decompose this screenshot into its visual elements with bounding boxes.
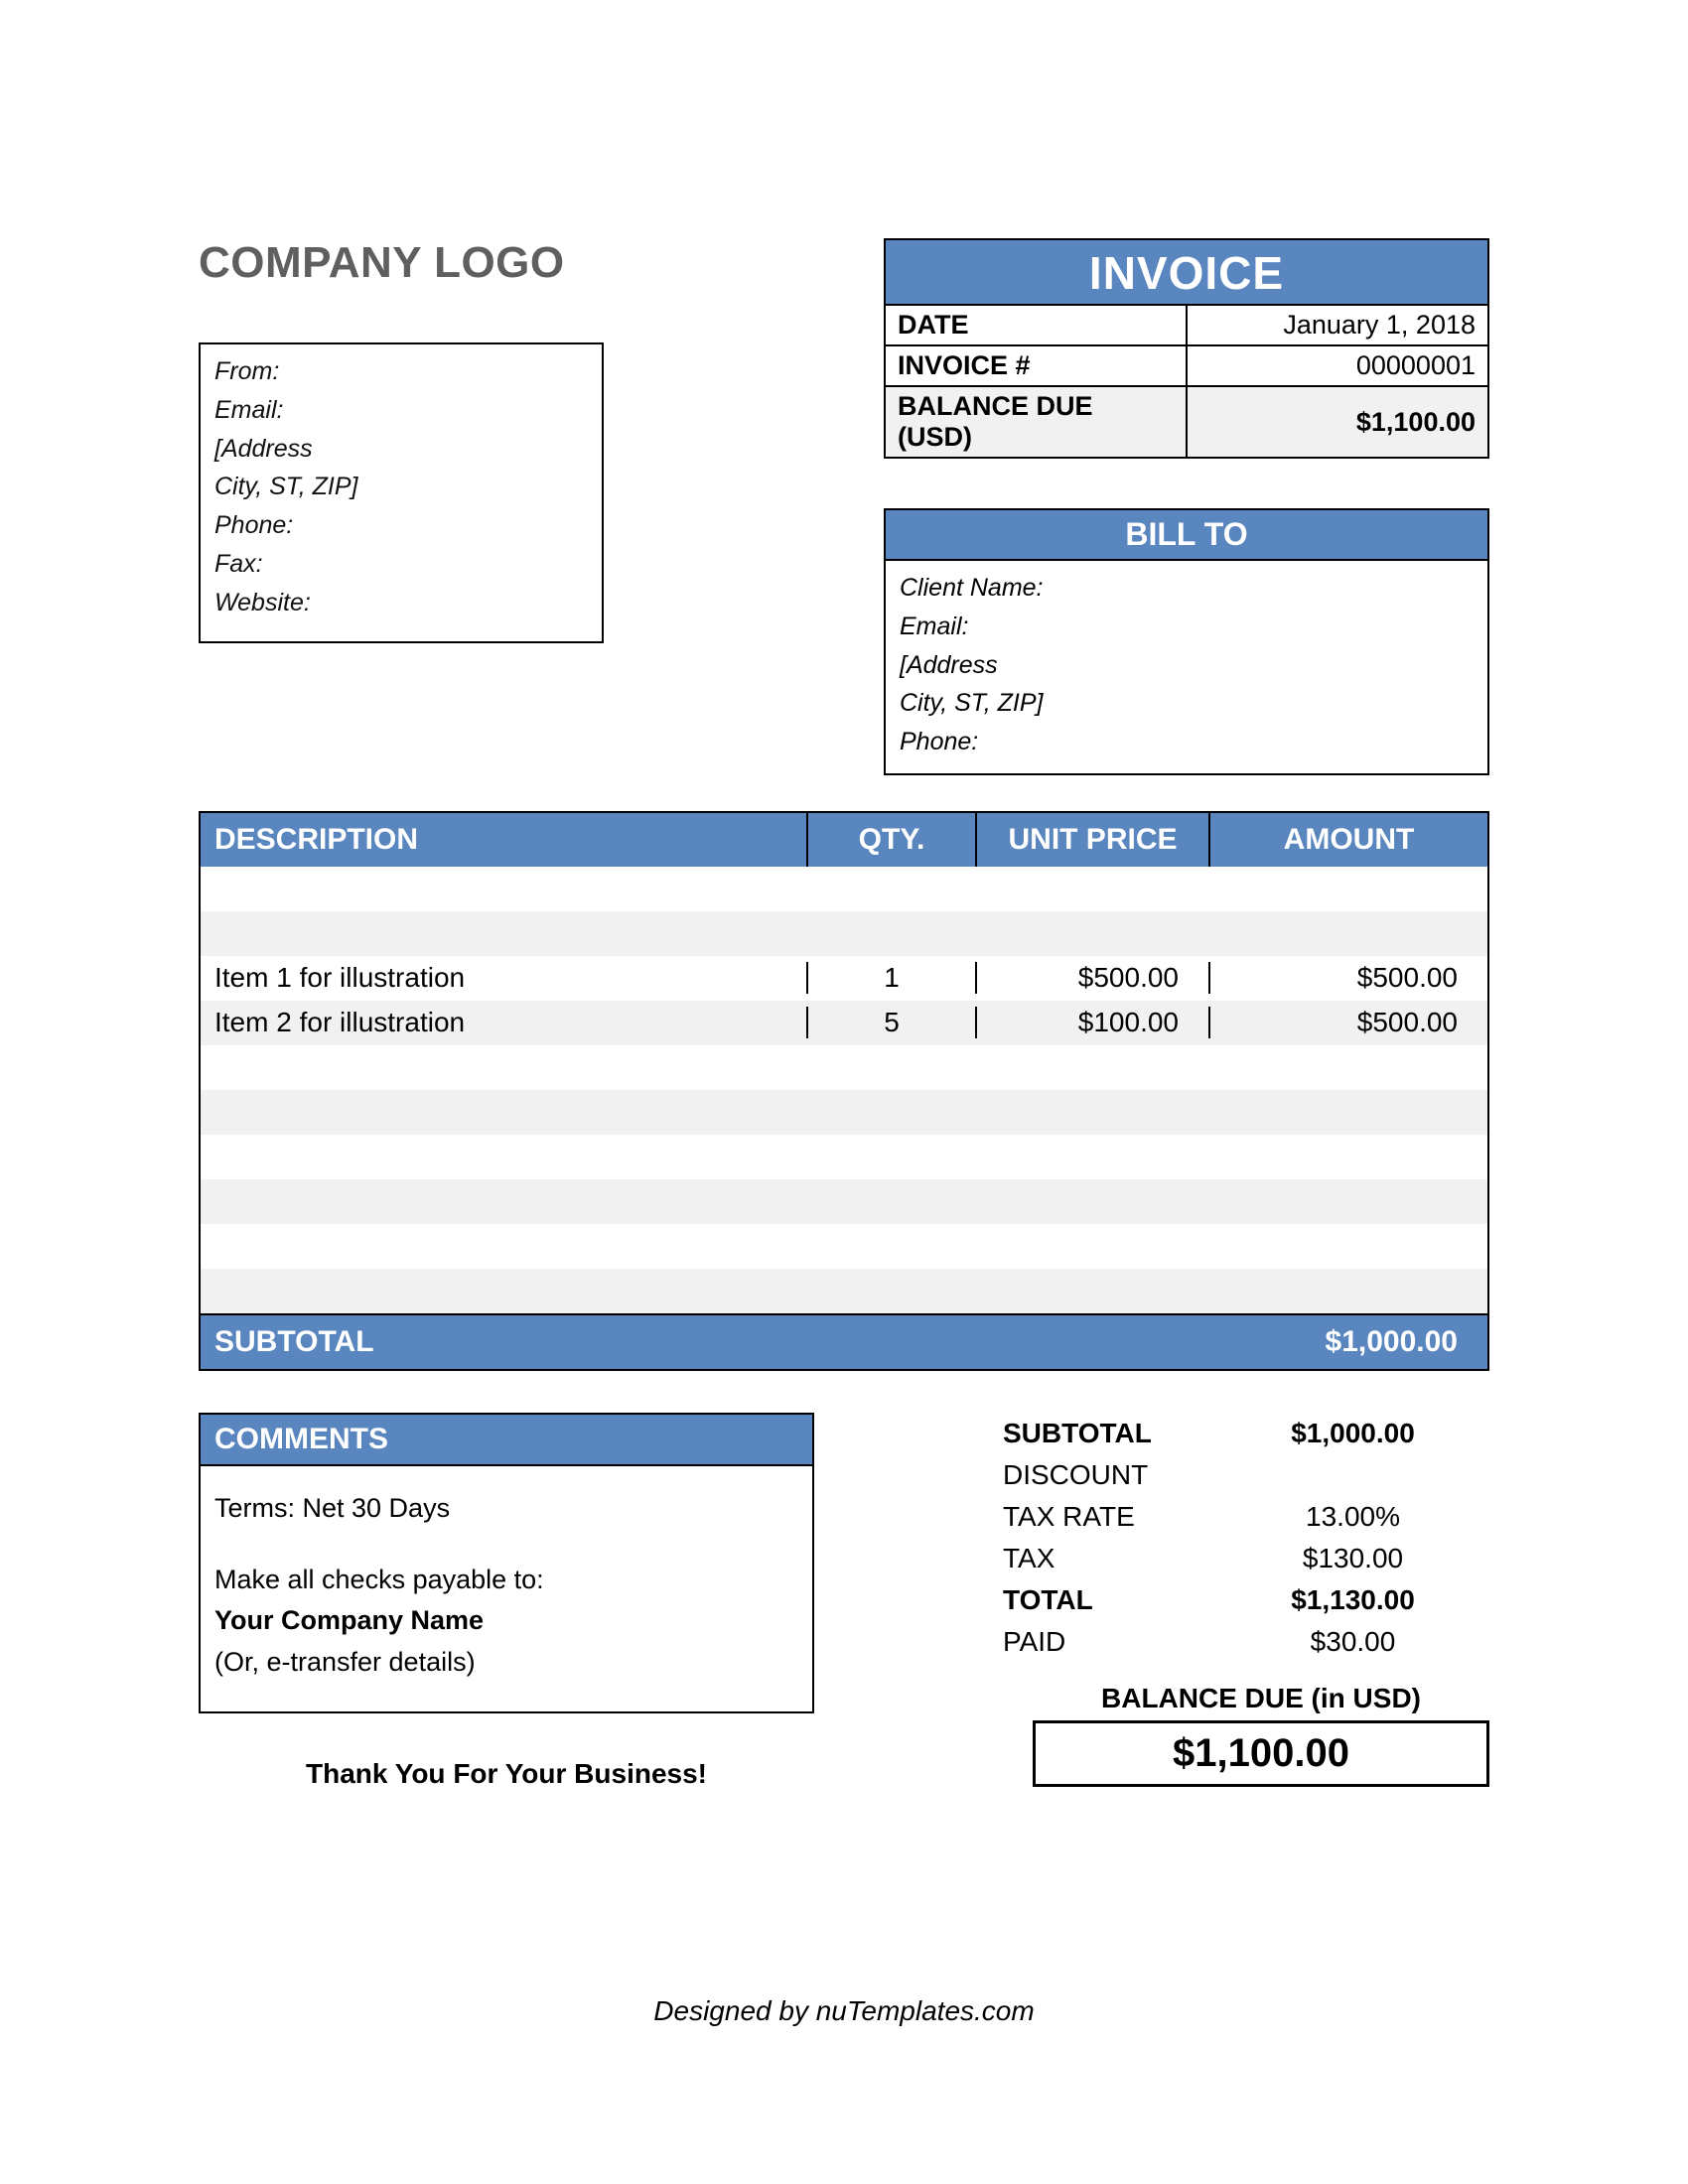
cell-unit-price: $100.00 — [975, 1007, 1208, 1038]
payable-company: Your Company Name — [214, 1600, 798, 1642]
table-row — [201, 867, 1487, 911]
invoice-meta-table: DATE January 1, 2018 INVOICE # 00000001 … — [884, 304, 1489, 459]
balance-due-label: BALANCE DUE (USD) — [885, 386, 1187, 458]
totals-tax-label: TAX — [1003, 1538, 1216, 1579]
totals-total: TOTAL $1,130.00 — [1003, 1579, 1489, 1621]
header-description: DESCRIPTION — [201, 813, 806, 867]
totals-taxrate-label: TAX RATE — [1003, 1496, 1216, 1538]
totals-tax: TAX $130.00 — [1003, 1538, 1489, 1579]
top-left: COMPANY LOGO From: Email: [Address City,… — [199, 238, 834, 775]
totals-total-value: $1,130.00 — [1216, 1579, 1489, 1621]
totals-discount-label: DISCOUNT — [1003, 1454, 1216, 1496]
cell-amount: $500.00 — [1208, 962, 1487, 994]
cell-amount: $500.00 — [1208, 1007, 1487, 1038]
header-amount: AMOUNT — [1208, 813, 1487, 867]
comments-box: Terms: Net 30 Days Make all checks payab… — [199, 1466, 814, 1713]
totals-paid-label: PAID — [1003, 1621, 1216, 1663]
meta-row: BALANCE DUE (USD) $1,100.00 — [885, 386, 1488, 458]
items-body: Item 1 for illustration1$500.00$500.00It… — [201, 867, 1487, 1313]
bill-to-title: BILL TO — [884, 508, 1489, 559]
totals-taxrate: TAX RATE 13.00% — [1003, 1496, 1489, 1538]
footer-credit: Designed by nuTemplates.com — [0, 1995, 1688, 2027]
top-section: COMPANY LOGO From: Email: [Address City,… — [199, 238, 1489, 775]
items-subtotal-bar: SUBTOTAL $1,000.00 — [201, 1313, 1487, 1369]
totals-total-label: TOTAL — [1003, 1579, 1216, 1621]
payable-intro: Make all checks payable to: — [214, 1560, 798, 1601]
balance-due-value: $1,100.00 — [1187, 386, 1488, 458]
totals-subtotal-value: $1,000.00 — [1216, 1413, 1489, 1454]
invoice-number-value: 00000001 — [1187, 345, 1488, 386]
bottom-section: COMMENTS Terms: Net 30 Days Make all che… — [199, 1413, 1489, 1790]
totals-paid-value: $30.00 — [1216, 1621, 1489, 1663]
totals-section: SUBTOTAL $1,000.00 DISCOUNT TAX RATE 13.… — [874, 1413, 1489, 1790]
totals-subtotal-label: SUBTOTAL — [1003, 1413, 1216, 1454]
balance-due-box: $1,100.00 — [1033, 1720, 1489, 1787]
etransfer-note: (Or, e-transfer details) — [214, 1642, 798, 1684]
totals-paid: PAID $30.00 — [1003, 1621, 1489, 1663]
bill-to-line: Phone: — [900, 723, 1474, 761]
subtotal-value: $1,000.00 — [1204, 1315, 1487, 1369]
top-right: INVOICE DATE January 1, 2018 INVOICE # 0… — [884, 238, 1489, 775]
table-row: Item 1 for illustration1$500.00$500.00 — [201, 956, 1487, 1001]
totals-discount: DISCOUNT — [1003, 1454, 1489, 1496]
date-label: DATE — [885, 305, 1187, 345]
from-line: From: — [214, 352, 588, 391]
company-logo: COMPANY LOGO — [199, 238, 834, 288]
line-items-table: DESCRIPTION QTY. UNIT PRICE AMOUNT Item … — [199, 811, 1489, 1371]
date-value: January 1, 2018 — [1187, 305, 1488, 345]
subtotal-label: SUBTOTAL — [201, 1315, 1204, 1369]
header-qty: QTY. — [806, 813, 975, 867]
bill-to-line: Email: — [900, 608, 1474, 646]
thank-you: Thank You For Your Business! — [199, 1758, 814, 1790]
comments-section: COMMENTS Terms: Net 30 Days Make all che… — [199, 1413, 814, 1790]
cell-description: Item 2 for illustration — [201, 1007, 806, 1038]
from-line: [Address — [214, 430, 588, 469]
bill-to-line: [Address — [900, 646, 1474, 685]
from-line: Email: — [214, 391, 588, 430]
balance-due-label: BALANCE DUE (in USD) — [1003, 1683, 1489, 1714]
table-row — [201, 1090, 1487, 1135]
totals-subtotal: SUBTOTAL $1,000.00 — [1003, 1413, 1489, 1454]
totals-discount-value — [1216, 1454, 1489, 1496]
table-row — [201, 1045, 1487, 1090]
totals-tax-value: $130.00 — [1216, 1538, 1489, 1579]
from-line: Website: — [214, 584, 588, 622]
table-row: Item 2 for illustration5$100.00$500.00 — [201, 1001, 1487, 1045]
invoice-number-label: INVOICE # — [885, 345, 1187, 386]
from-line: Phone: — [214, 506, 588, 545]
table-row — [201, 1135, 1487, 1179]
table-row — [201, 911, 1487, 956]
meta-row: INVOICE # 00000001 — [885, 345, 1488, 386]
items-header: DESCRIPTION QTY. UNIT PRICE AMOUNT — [201, 813, 1487, 867]
from-line: Fax: — [214, 545, 588, 584]
bill-to-line: City, ST, ZIP] — [900, 684, 1474, 723]
bill-to-line: Client Name: — [900, 569, 1474, 608]
cell-qty: 5 — [806, 1007, 975, 1038]
from-line: City, ST, ZIP] — [214, 468, 588, 506]
invoice-title: INVOICE — [884, 238, 1489, 304]
table-row — [201, 1224, 1487, 1269]
totals-taxrate-value: 13.00% — [1216, 1496, 1489, 1538]
cell-unit-price: $500.00 — [975, 962, 1208, 994]
bill-to-box: Client Name: Email: [Address City, ST, Z… — [884, 559, 1489, 775]
table-row — [201, 1269, 1487, 1313]
terms: Terms: Net 30 Days — [214, 1488, 798, 1530]
header-unit-price: UNIT PRICE — [975, 813, 1208, 867]
meta-row: DATE January 1, 2018 — [885, 305, 1488, 345]
invoice-page: COMPANY LOGO From: Email: [Address City,… — [0, 0, 1688, 1790]
cell-qty: 1 — [806, 962, 975, 994]
comments-title: COMMENTS — [199, 1413, 814, 1466]
table-row — [201, 1179, 1487, 1224]
cell-description: Item 1 for illustration — [201, 962, 806, 994]
from-box: From: Email: [Address City, ST, ZIP] Pho… — [199, 342, 604, 643]
